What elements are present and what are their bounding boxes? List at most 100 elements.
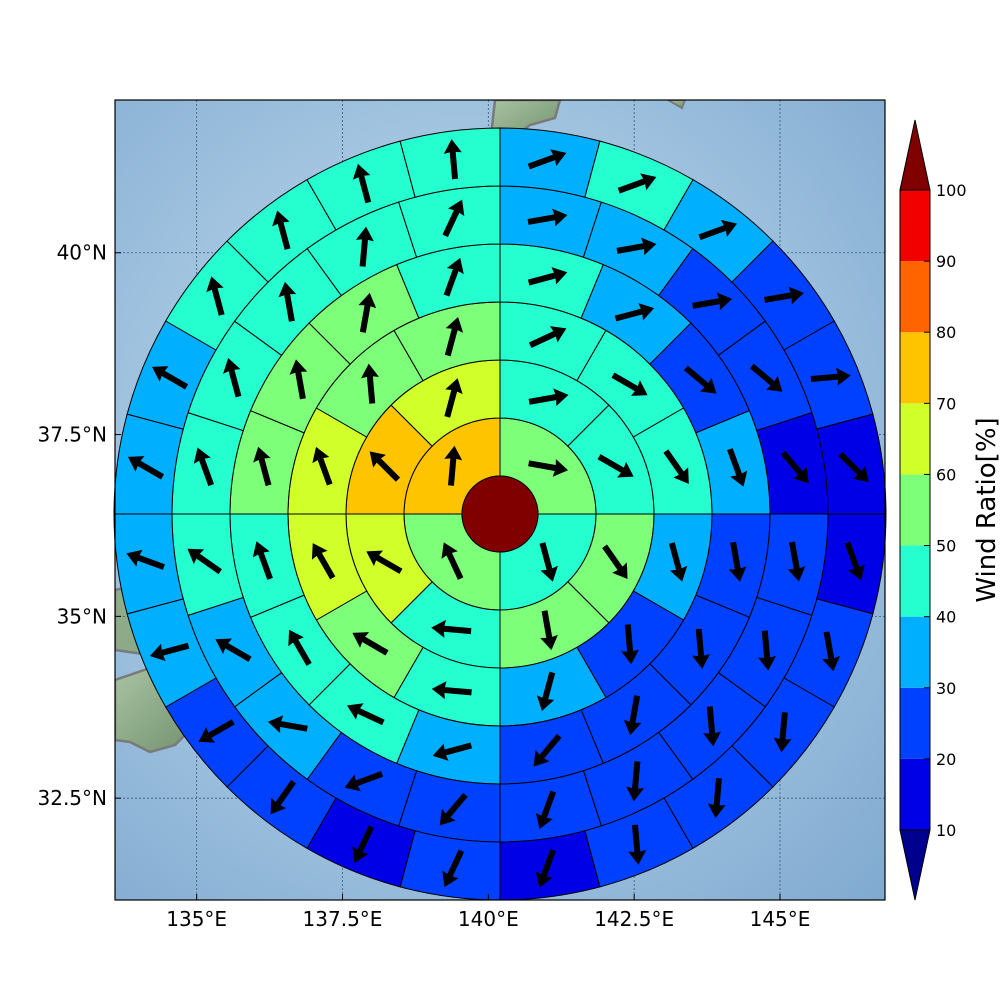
- wind-arrow: [444, 378, 463, 418]
- wind-arrow: [432, 742, 473, 761]
- wind-sector: [399, 830, 501, 901]
- map-area: 135°E 137.5°E 140°E 142.5°E 145°E 32.5°N 35°N…: [38, 99, 887, 931]
- wind-arrow: [443, 139, 462, 180]
- wind-arrow: [763, 286, 804, 305]
- north-edge-land: [665, 100, 687, 110]
- wind-arrow: [683, 365, 717, 394]
- wind-arrow: [369, 451, 401, 482]
- wind-arrow: [621, 624, 639, 665]
- wind-arrow: [822, 631, 840, 672]
- wind-arrow: [149, 642, 190, 662]
- wind-sector: [113, 413, 184, 515]
- wind-sectors: [113, 127, 887, 901]
- colorbar-bin: [900, 190, 930, 262]
- wind-arrow: [758, 630, 776, 671]
- wind-arrow: [355, 226, 374, 267]
- colorbar-tick-label: 20: [936, 750, 956, 769]
- wind-arrow: [844, 541, 865, 581]
- wind-arrow: [527, 267, 568, 286]
- wind-arrow: [443, 257, 464, 297]
- wind-arrow: [223, 357, 242, 398]
- colorbar-tick-label: 100: [936, 181, 967, 200]
- wind-arrow: [540, 610, 558, 651]
- wind-arrow: [787, 541, 806, 582]
- wind-arrow: [623, 695, 642, 736]
- wind-arrow: [528, 388, 569, 407]
- x-tick-label: 142.5°E: [594, 907, 674, 931]
- x-tick-label: 145°E: [750, 907, 811, 931]
- colorbar-bin: [900, 332, 930, 404]
- wind-arrow: [727, 448, 748, 487]
- colorbar-bin: [900, 545, 930, 617]
- wind-arrow: [252, 541, 273, 580]
- wind-arrow: [597, 454, 634, 478]
- wind-arrow: [127, 456, 165, 480]
- wind-arrow: [616, 237, 657, 256]
- wind-arrow: [611, 372, 648, 396]
- wind-sector: [499, 127, 601, 198]
- wind-arrow: [626, 761, 645, 802]
- wind-arrow: [527, 149, 567, 170]
- colorbar-bin: [900, 687, 930, 759]
- wind-arrow: [773, 712, 792, 753]
- colorbar-min-extend: [899, 829, 931, 901]
- wind-arrow: [442, 849, 465, 887]
- x-tick-label: 135°E: [166, 907, 227, 931]
- wind-arrow: [361, 363, 379, 404]
- wind-arrow: [442, 199, 465, 238]
- x-axis: 135°E 137.5°E 140°E 142.5°E 145°E: [166, 894, 810, 931]
- wind-arrow: [810, 367, 851, 386]
- wind-arrow: [780, 450, 809, 484]
- y-tick-label: 32.5°N: [38, 786, 108, 810]
- wind-arrow: [528, 326, 567, 348]
- wind-arrow: [312, 446, 333, 486]
- wind-arrow: [344, 771, 384, 792]
- wind-arrow: [614, 303, 655, 322]
- wind-arrow: [703, 706, 722, 747]
- wind-arrow: [151, 366, 189, 390]
- colorbar-tick-label: 80: [936, 323, 956, 342]
- wind-arrow: [311, 543, 336, 580]
- colorbar-tick-label: 10: [936, 821, 956, 840]
- wind-arrow: [431, 619, 472, 638]
- colorbar-tick-label: 60: [936, 465, 956, 484]
- colorbar-bin: [900, 261, 930, 333]
- wind-arrow: [838, 451, 869, 483]
- wind-arrow: [253, 446, 272, 487]
- wind-arrow: [193, 447, 214, 487]
- wind-arrow: [267, 715, 308, 734]
- wind-arrow: [707, 778, 726, 819]
- y-tick-label: 35°N: [57, 604, 107, 628]
- wind-arrow: [126, 549, 165, 570]
- wind-arrow: [628, 824, 647, 865]
- wind-arrow: [270, 779, 297, 815]
- wind-arrow: [289, 359, 308, 400]
- plot-frame: [114, 99, 886, 901]
- wind-arrow: [692, 628, 710, 669]
- wind-arrow: [352, 825, 375, 863]
- wind-arrow: [617, 173, 657, 194]
- y-tick-label: 37.5°N: [38, 423, 108, 447]
- wind-arrow: [533, 733, 562, 767]
- wind-arrow: [749, 363, 783, 392]
- wind-arrow: [352, 632, 389, 656]
- wind-sector: [816, 513, 887, 615]
- wind-arrow: [535, 790, 557, 830]
- wind-arrow: [602, 544, 628, 580]
- wind-arrow: [198, 719, 235, 743]
- colorbar-bin: [900, 403, 930, 475]
- wind-arrow: [536, 671, 556, 712]
- y-axis: 32.5°N 35°N 37.5°N 40°N: [38, 241, 121, 810]
- x-tick-label: 137.5°E: [303, 907, 383, 931]
- wind-arrow: [444, 445, 463, 486]
- wind-arrow: [278, 281, 297, 322]
- wind-arrow: [347, 703, 385, 726]
- wind-arrow: [358, 292, 377, 333]
- wind-arrow: [366, 550, 403, 574]
- wind-arrow: [668, 542, 688, 582]
- colorbar-bin: [900, 758, 930, 830]
- wind-arrow: [728, 541, 747, 582]
- y-tick-label: 40°N: [57, 241, 107, 265]
